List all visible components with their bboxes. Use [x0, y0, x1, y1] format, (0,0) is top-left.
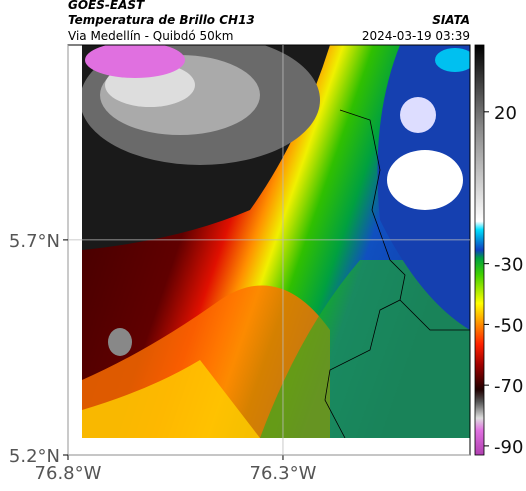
- source: SIATA: [432, 13, 470, 27]
- colorbar-tick-label: -70: [494, 376, 523, 397]
- colorbar-tick-label: -50: [494, 315, 523, 336]
- brightness-temperature-field: [82, 45, 470, 438]
- x-tick-label: 76.3°W: [250, 463, 317, 484]
- datetime: 2024-03-19 03:39: [362, 29, 470, 43]
- colorbar-tick-label: -30: [494, 255, 523, 276]
- title: GOES-EAST: [68, 0, 145, 12]
- colorbar: [474, 44, 485, 456]
- subtitle: Temperatura de Brillo CH13: [68, 13, 255, 27]
- colorbar-tick-label: 20: [494, 103, 517, 124]
- region: Via Medellín - Quibdó 50km: [68, 29, 233, 43]
- colorbar-tick-label: -90: [494, 437, 523, 458]
- y-tick-label: 5.7°N: [9, 231, 60, 252]
- y-tick-label: 5.2°N: [9, 446, 60, 467]
- x-tick-label: 76.8°W: [35, 463, 102, 484]
